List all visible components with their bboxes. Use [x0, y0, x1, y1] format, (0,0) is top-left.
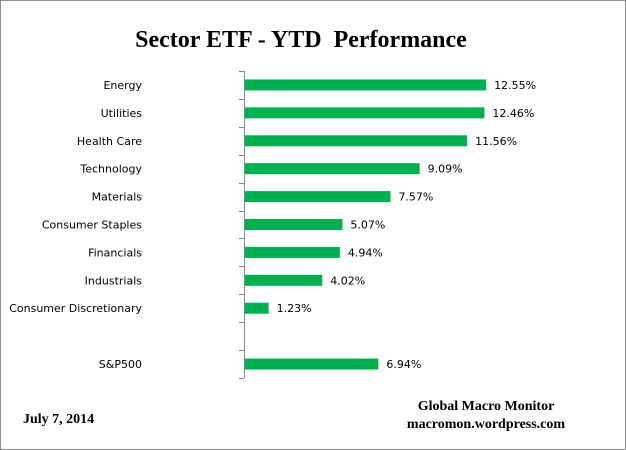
data-label: 1.23% — [277, 302, 312, 315]
data-label: 12.55% — [494, 79, 536, 92]
data-label: 11.56% — [475, 135, 517, 148]
category-label: S&P500 — [99, 358, 142, 371]
category-label: Utilities — [101, 107, 143, 120]
data-label: 4.94% — [348, 246, 383, 259]
source-line-2: macromon.wordpress.com — [406, 417, 566, 432]
bar — [245, 163, 420, 175]
data-label: 4.02% — [330, 274, 365, 287]
data-label: 9.09% — [428, 163, 463, 176]
bar — [245, 135, 468, 147]
date-label: July 7, 2014 — [23, 412, 95, 427]
bar — [245, 358, 379, 370]
bar — [245, 302, 269, 314]
data-label: 6.94% — [386, 358, 421, 371]
category-label: Energy — [103, 79, 142, 92]
bar — [245, 79, 487, 91]
category-label: Health Care — [77, 135, 142, 148]
bar — [245, 274, 323, 286]
category-label: Technology — [79, 163, 142, 176]
category-label: Materials — [92, 191, 143, 204]
chart-title: Sector ETF - YTD Performance — [135, 27, 467, 53]
bar — [245, 191, 391, 203]
bar — [245, 107, 485, 119]
data-label: 5.07% — [350, 219, 385, 232]
data-label: 7.57% — [398, 191, 433, 204]
bar — [245, 246, 340, 258]
data-label: 12.46% — [492, 107, 534, 120]
bar — [245, 219, 343, 230]
source-credit: Global Macro Monitor macromon.wordpress.… — [371, 398, 601, 434]
source-line-1: Global Macro Monitor — [417, 399, 555, 414]
category-label: Financials — [88, 246, 142, 259]
category-label: Consumer Staples — [42, 219, 142, 232]
category-label: Consumer Discretionary — [9, 302, 142, 315]
category-label: Industrials — [85, 274, 143, 287]
